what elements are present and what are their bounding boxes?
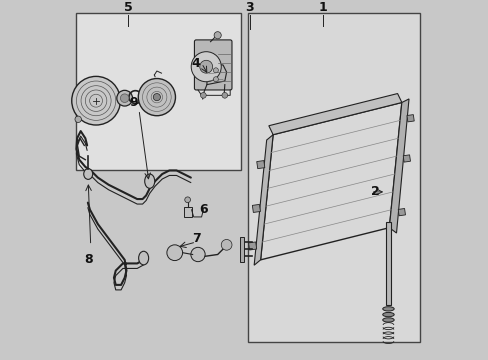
Text: 5: 5 xyxy=(123,1,132,14)
FancyBboxPatch shape xyxy=(194,40,231,90)
Text: 4: 4 xyxy=(191,57,200,69)
Bar xyxy=(239,237,244,262)
Circle shape xyxy=(213,68,218,73)
Polygon shape xyxy=(206,65,226,85)
Ellipse shape xyxy=(144,174,154,188)
Bar xyxy=(397,208,405,216)
Circle shape xyxy=(200,93,206,98)
Polygon shape xyxy=(388,99,408,233)
Circle shape xyxy=(120,94,129,103)
Circle shape xyxy=(72,76,120,125)
Text: 8: 8 xyxy=(84,253,93,266)
Bar xyxy=(248,242,256,250)
Bar xyxy=(256,161,264,168)
Bar xyxy=(76,13,241,170)
Ellipse shape xyxy=(382,307,393,311)
Bar xyxy=(183,207,191,217)
Text: 2: 2 xyxy=(370,185,379,198)
Text: 7: 7 xyxy=(191,232,200,245)
Circle shape xyxy=(222,93,227,98)
Ellipse shape xyxy=(382,318,393,322)
Bar xyxy=(247,13,419,342)
Polygon shape xyxy=(254,135,273,265)
Circle shape xyxy=(138,78,175,116)
Circle shape xyxy=(213,77,218,82)
Ellipse shape xyxy=(83,168,93,179)
Circle shape xyxy=(190,247,205,262)
Text: 6: 6 xyxy=(199,203,207,216)
Circle shape xyxy=(214,32,221,39)
Bar xyxy=(252,204,260,212)
Polygon shape xyxy=(260,103,401,260)
Bar xyxy=(406,114,413,122)
Text: 1: 1 xyxy=(318,1,327,14)
Ellipse shape xyxy=(382,312,393,317)
Circle shape xyxy=(184,197,190,203)
Text: 3: 3 xyxy=(245,1,254,14)
Bar xyxy=(385,222,390,305)
Circle shape xyxy=(75,116,81,122)
Circle shape xyxy=(221,239,231,250)
Circle shape xyxy=(117,90,132,106)
Bar xyxy=(403,155,409,162)
Text: 9: 9 xyxy=(129,96,138,109)
Circle shape xyxy=(191,52,221,82)
Polygon shape xyxy=(268,94,401,135)
Ellipse shape xyxy=(139,251,148,265)
Circle shape xyxy=(166,245,182,261)
Circle shape xyxy=(153,94,160,101)
Circle shape xyxy=(200,60,212,73)
